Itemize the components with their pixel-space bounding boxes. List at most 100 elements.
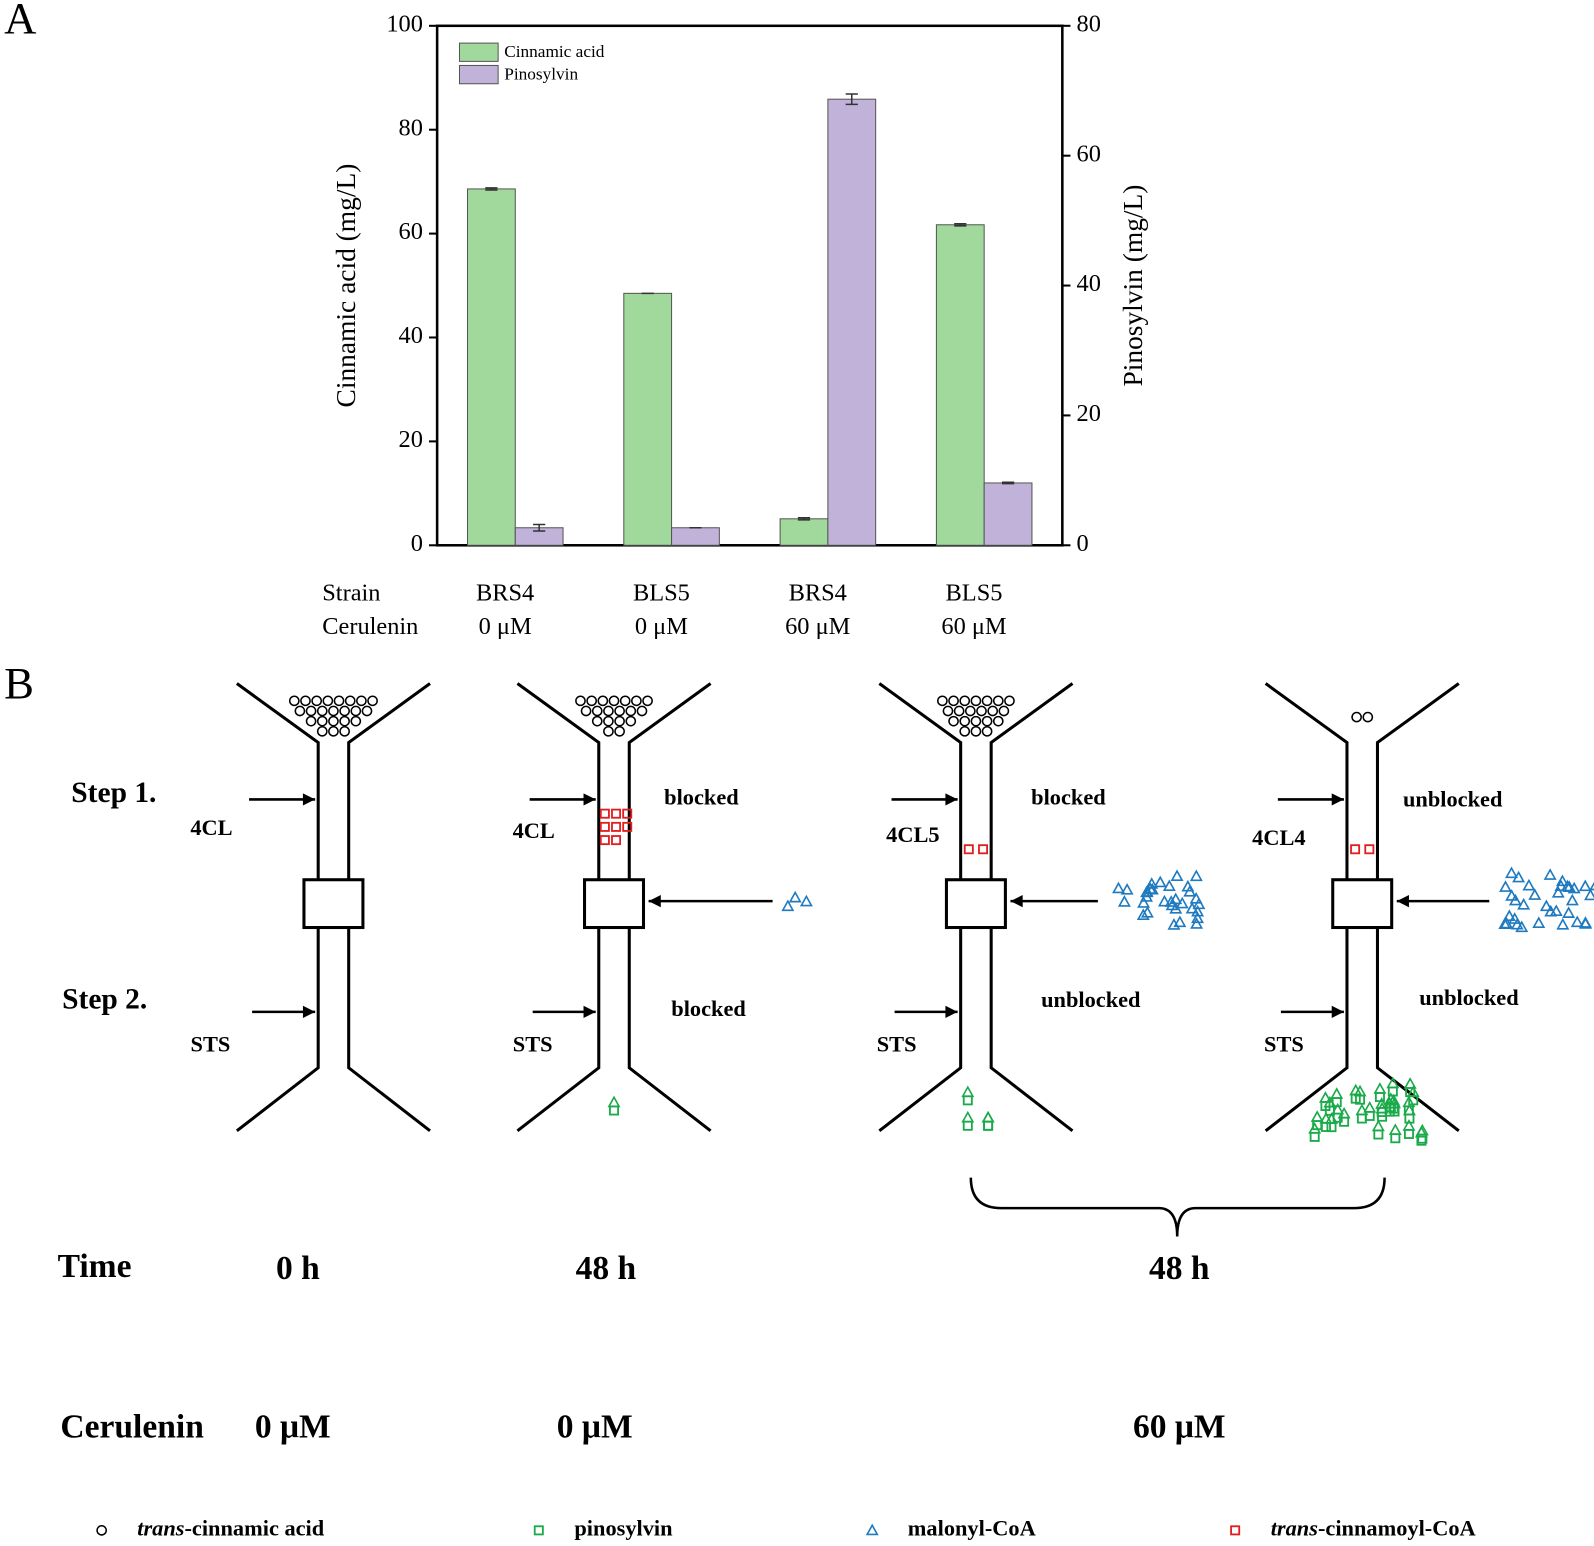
pinosylvin-icon bbox=[1350, 1093, 1361, 1104]
cinnamic-acid-icon bbox=[361, 705, 373, 717]
cinnamic-acid-icon bbox=[1362, 711, 1374, 723]
cinnamic-acid-icon bbox=[987, 705, 999, 717]
cinnamic-acid-icon bbox=[981, 725, 993, 737]
cinnamic-acid-icon bbox=[603, 715, 614, 727]
cinnamic-acid-icon bbox=[328, 705, 339, 717]
status-label: unblocked bbox=[1419, 985, 1519, 1010]
malonyl-coa-icon bbox=[1562, 906, 1576, 918]
malonyl-coa-icon bbox=[1189, 891, 1203, 904]
malonyl-coa-icon bbox=[1543, 868, 1557, 880]
malonyl-coa-icon bbox=[1140, 885, 1154, 898]
legend-text: malonyl-CoA bbox=[908, 1515, 1036, 1540]
cinnamic-acid-icon bbox=[328, 715, 339, 727]
malonyl-coa-icon bbox=[1499, 880, 1512, 892]
x-tick-label: 60 μM bbox=[941, 613, 1006, 640]
malonyl-coa-icon bbox=[1170, 869, 1184, 882]
malonyl-coa-icon bbox=[1510, 917, 1524, 930]
malonyl-coa-icon bbox=[1508, 893, 1522, 906]
cinnamic-acid-icon bbox=[603, 725, 614, 737]
x-tick-label: 0 μM bbox=[635, 613, 688, 640]
malonyl-coa-icon bbox=[1570, 915, 1584, 928]
cinnamic-acid-icon bbox=[367, 695, 378, 707]
malonyl-coa-icon bbox=[1112, 881, 1125, 894]
cinnamic-acid-icon bbox=[948, 695, 959, 707]
malonyl-coa-icon bbox=[1373, 1082, 1387, 1094]
cinnamic-acid-icon bbox=[597, 695, 609, 707]
cinnamoyl-coa-icon bbox=[622, 808, 633, 819]
cinnamoyl-coa-icon bbox=[978, 844, 989, 855]
enzyme-label: 4CL bbox=[513, 818, 555, 843]
y2-tick-label: 80 bbox=[1077, 10, 1101, 37]
y-tick-label: 40 bbox=[399, 322, 423, 349]
legend-label: trans-cinnamoyl-CoA bbox=[1271, 1515, 1476, 1540]
y2-axis-title: Pinosylvin (mg/L) bbox=[1118, 185, 1148, 387]
cinnamoyl-coa-icon bbox=[963, 844, 974, 855]
cinnamoyl-coa-icon bbox=[599, 835, 610, 846]
cinnamic-acid-icon bbox=[981, 715, 993, 727]
category-row-label: Cerulenin bbox=[322, 613, 418, 640]
malonyl-coa-icon bbox=[1164, 895, 1178, 907]
y-tick-label: 60 bbox=[399, 218, 423, 245]
enzyme-label: 4CL5 bbox=[886, 822, 939, 847]
cerulenin-label: 0 μM bbox=[557, 1408, 633, 1445]
cinnamoyl-coa-icon bbox=[611, 821, 622, 832]
legend-swatch bbox=[458, 64, 499, 85]
legend-label: trans-cinnamic acid bbox=[137, 1515, 325, 1540]
cinnamic-acid-icon bbox=[96, 1525, 107, 1536]
cinnamic-acid-icon bbox=[937, 695, 948, 707]
cinnamic-acid-icon bbox=[959, 725, 971, 737]
malonyl-coa-icon bbox=[1318, 1091, 1332, 1103]
panel-label: A bbox=[4, 0, 36, 43]
cinnamic-acid-icon bbox=[625, 705, 637, 717]
malonyl-coa-icon bbox=[1191, 904, 1205, 917]
cinnamic-acid-icon bbox=[591, 705, 603, 717]
y2-tick-label: 0 bbox=[1077, 530, 1089, 557]
y-tick-label: 80 bbox=[399, 114, 423, 141]
cerulenin-label: 0 μM bbox=[255, 1408, 331, 1445]
malonyl-coa-icon bbox=[1190, 917, 1204, 929]
time-label: 0 h bbox=[276, 1250, 320, 1287]
cinnamoyl-coa-icon bbox=[611, 835, 622, 846]
cinnamic-acid-icon bbox=[953, 705, 965, 717]
cinnamic-acid-icon bbox=[333, 695, 345, 707]
pinosylvin-icon bbox=[1404, 1113, 1415, 1124]
arrow-head bbox=[648, 894, 661, 908]
malonyl-coa-icon bbox=[1589, 881, 1594, 891]
enzyme-box bbox=[944, 878, 1007, 930]
pinosylvin-icon bbox=[1390, 1133, 1401, 1144]
cinnamic-acid-icon bbox=[1004, 695, 1015, 707]
error-bar bbox=[1001, 481, 1015, 485]
bar bbox=[983, 482, 1033, 546]
arrow-head bbox=[1331, 793, 1344, 806]
cinnamoyl-coa-icon bbox=[611, 808, 622, 819]
legend-text: -cinnamic acid bbox=[184, 1515, 324, 1540]
enzyme-label: STS bbox=[513, 1032, 553, 1057]
cinnamic-acid-icon bbox=[942, 705, 954, 717]
y2-tick-label: 40 bbox=[1077, 270, 1101, 297]
cinnamic-acid-icon bbox=[356, 695, 367, 707]
row-label: Time bbox=[58, 1248, 132, 1285]
malonyl-coa-icon bbox=[1549, 904, 1563, 916]
malonyl-coa-icon bbox=[1499, 916, 1513, 929]
cinnamic-acid-icon bbox=[591, 715, 603, 727]
pinosylvin-icon bbox=[962, 1120, 973, 1131]
time-label: 48 h bbox=[576, 1250, 637, 1287]
malonyl-coa-icon bbox=[1167, 918, 1181, 930]
cinnamic-acid-icon bbox=[339, 725, 350, 737]
arrow-head bbox=[302, 1005, 316, 1018]
enzyme-label: 4CL bbox=[190, 815, 232, 840]
malonyl-coa-icon bbox=[1584, 888, 1594, 901]
malonyl-coa-icon bbox=[1185, 901, 1199, 914]
malonyl-coa-icon bbox=[1192, 897, 1206, 910]
x-tick-label: BLS5 bbox=[946, 580, 1003, 607]
malonyl-coa-icon bbox=[1371, 1119, 1385, 1132]
enzyme-label: STS bbox=[191, 1032, 231, 1057]
category-row-label: Strain bbox=[322, 580, 380, 607]
cinnamic-acid-icon bbox=[311, 695, 323, 707]
step-label: Step 1. bbox=[71, 777, 156, 809]
cinnamic-acid-icon bbox=[970, 715, 982, 727]
malonyl-coa-icon bbox=[1140, 905, 1154, 918]
funnel bbox=[516, 682, 712, 1133]
malonyl-coa-icon bbox=[1189, 869, 1203, 882]
cinnamic-acid-icon bbox=[316, 705, 328, 717]
